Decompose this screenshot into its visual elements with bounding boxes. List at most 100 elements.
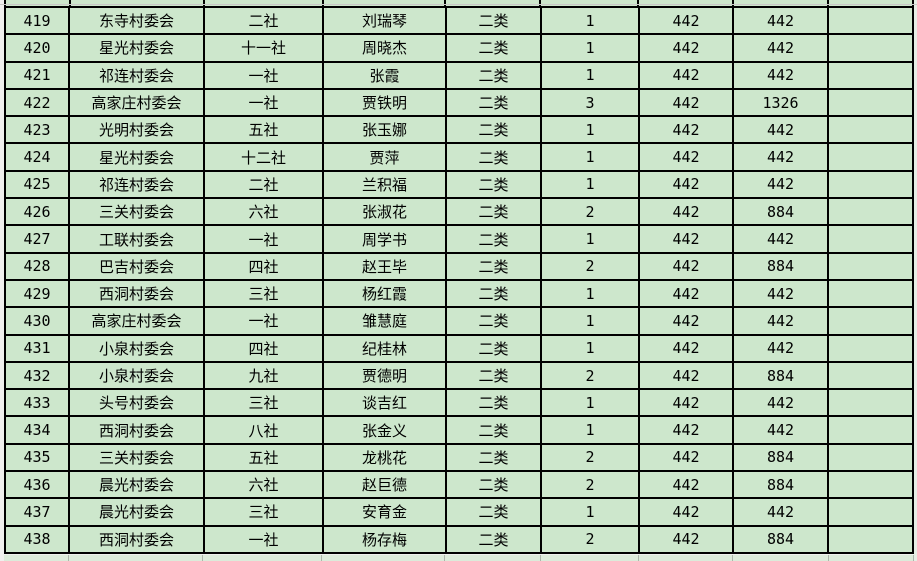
- cell-unit[interactable]: 九社: [203, 360, 324, 391]
- cell-count[interactable]: 2: [540, 524, 640, 555]
- cell-village[interactable]: 高家庄村委会: [68, 87, 205, 118]
- cell-standard[interactable]: 442: [638, 497, 734, 527]
- cell-blank[interactable]: [827, 442, 914, 473]
- cell-person[interactable]: 龙桃花: [322, 442, 447, 473]
- cell-unit[interactable]: 六社: [203, 197, 324, 227]
- cell-blank[interactable]: [827, 306, 914, 336]
- cell-blank[interactable]: [827, 333, 914, 363]
- cell-person[interactable]: 安育金: [322, 497, 447, 527]
- cell-standard[interactable]: 442: [638, 278, 734, 309]
- cell-person[interactable]: 刘瑞琴: [322, 5, 447, 36]
- cell-count[interactable]: 1: [540, 60, 640, 90]
- cell-row_no[interactable]: 438: [4, 524, 70, 555]
- cell-village[interactable]: 西洞村委会: [68, 278, 205, 309]
- cell-blank[interactable]: [827, 251, 914, 281]
- cell-person[interactable]: 贾德明: [322, 360, 447, 391]
- cell-standard[interactable]: 442: [638, 333, 734, 363]
- cell-unit[interactable]: 一社: [203, 87, 324, 118]
- cell-count[interactable]: 1: [540, 224, 640, 254]
- cell-total[interactable]: 1326: [732, 87, 829, 118]
- cell-category[interactable]: 二类: [445, 415, 542, 445]
- cell-blank[interactable]: [827, 470, 914, 500]
- cell-category[interactable]: 二类: [445, 333, 542, 363]
- cell-village[interactable]: 三关村委会: [68, 197, 205, 227]
- cell-standard[interactable]: 442: [638, 197, 734, 227]
- cell-blank[interactable]: [827, 197, 914, 227]
- cell-row_no[interactable]: 431: [4, 333, 70, 363]
- cell-row_no[interactable]: 419: [4, 5, 70, 36]
- cell-person[interactable]: 贾铁明: [322, 87, 447, 118]
- cell-standard[interactable]: 442: [638, 5, 734, 36]
- cell-blank[interactable]: [827, 278, 914, 309]
- cell-blank[interactable]: [827, 142, 914, 172]
- cell-row_no[interactable]: 432: [4, 360, 70, 391]
- cell-count[interactable]: 1: [540, 33, 640, 63]
- cell-category[interactable]: 二类: [445, 169, 542, 200]
- cell-row_no[interactable]: 433: [4, 388, 70, 418]
- cell-village[interactable]: 星光村委会: [68, 33, 205, 63]
- cell-blank[interactable]: [827, 87, 914, 118]
- cell-village[interactable]: 西洞村委会: [68, 524, 205, 555]
- cell-standard[interactable]: 442: [638, 224, 734, 254]
- cell-category[interactable]: 二类: [445, 5, 542, 36]
- cell-count[interactable]: 1: [540, 278, 640, 309]
- cell-category[interactable]: 二类: [445, 197, 542, 227]
- cell-blank[interactable]: [827, 360, 914, 391]
- cell-unit[interactable]: 一社: [203, 524, 324, 555]
- cell-standard[interactable]: 442: [638, 524, 734, 555]
- cell-village[interactable]: 工联村委会: [68, 224, 205, 254]
- cell-count[interactable]: 1: [540, 497, 640, 527]
- cell-standard[interactable]: 442: [638, 115, 734, 145]
- cell-category[interactable]: 二类: [445, 33, 542, 63]
- cell-total[interactable]: 442: [732, 388, 829, 418]
- cell-person[interactable]: 张金义: [322, 415, 447, 445]
- cell-total[interactable]: 884: [732, 442, 829, 473]
- cell-person[interactable]: 周晓杰: [322, 33, 447, 63]
- cell-blank[interactable]: [827, 224, 914, 254]
- cell-standard[interactable]: 442: [638, 87, 734, 118]
- cell-person[interactable]: 兰积福: [322, 169, 447, 200]
- cell-total[interactable]: 442: [732, 224, 829, 254]
- cell-count[interactable]: 1: [540, 115, 640, 145]
- cell-count[interactable]: 2: [540, 360, 640, 391]
- cell-person[interactable]: 周学书: [322, 224, 447, 254]
- cell-standard[interactable]: 442: [638, 470, 734, 500]
- cell-person[interactable]: 张淑花: [322, 197, 447, 227]
- cell-unit[interactable]: 五社: [203, 442, 324, 473]
- cell-village[interactable]: 西洞村委会: [68, 415, 205, 445]
- cell-total[interactable]: 884: [732, 470, 829, 500]
- cell-village[interactable]: 东寺村委会: [68, 5, 205, 36]
- cell-unit[interactable]: 三社: [203, 278, 324, 309]
- cell-village[interactable]: 星光村委会: [68, 142, 205, 172]
- cell-blank[interactable]: [827, 388, 914, 418]
- cell-blank[interactable]: [827, 33, 914, 63]
- cell-unit[interactable]: 三社: [203, 388, 324, 418]
- cell-row_no[interactable]: 424: [4, 142, 70, 172]
- cell-village[interactable]: 三关村委会: [68, 442, 205, 473]
- cell-standard[interactable]: 442: [638, 142, 734, 172]
- cell-standard[interactable]: 442: [638, 169, 734, 200]
- cell-category[interactable]: 二类: [445, 497, 542, 527]
- cell-unit[interactable]: 四社: [203, 333, 324, 363]
- cell-village[interactable]: 晨光村委会: [68, 470, 205, 500]
- cell-category[interactable]: 二类: [445, 251, 542, 281]
- cell-total[interactable]: 884: [732, 524, 829, 555]
- cell-category[interactable]: 二类: [445, 87, 542, 118]
- cell-standard[interactable]: 442: [638, 306, 734, 336]
- cell-count[interactable]: 1: [540, 306, 640, 336]
- cell-blank[interactable]: [827, 60, 914, 90]
- cell-category[interactable]: 二类: [445, 524, 542, 555]
- cell-village[interactable]: 巴吉村委会: [68, 251, 205, 281]
- cell-total[interactable]: 442: [732, 60, 829, 90]
- cell-unit[interactable]: 二社: [203, 5, 324, 36]
- cell-count[interactable]: 2: [540, 470, 640, 500]
- cell-row_no[interactable]: 420: [4, 33, 70, 63]
- cell-village[interactable]: 晨光村委会: [68, 497, 205, 527]
- cell-person[interactable]: 谈吉红: [322, 388, 447, 418]
- cell-total[interactable]: 442: [732, 33, 829, 63]
- cell-row_no[interactable]: 422: [4, 87, 70, 118]
- cell-person[interactable]: 贾萍: [322, 142, 447, 172]
- cell-total[interactable]: 442: [732, 5, 829, 36]
- cell-row_no[interactable]: 428: [4, 251, 70, 281]
- cell-total[interactable]: 442: [732, 306, 829, 336]
